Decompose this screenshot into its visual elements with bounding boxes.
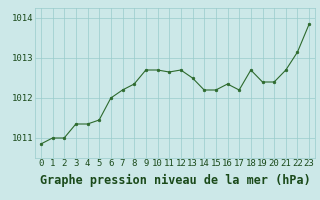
X-axis label: Graphe pression niveau de la mer (hPa): Graphe pression niveau de la mer (hPa) (40, 174, 310, 187)
